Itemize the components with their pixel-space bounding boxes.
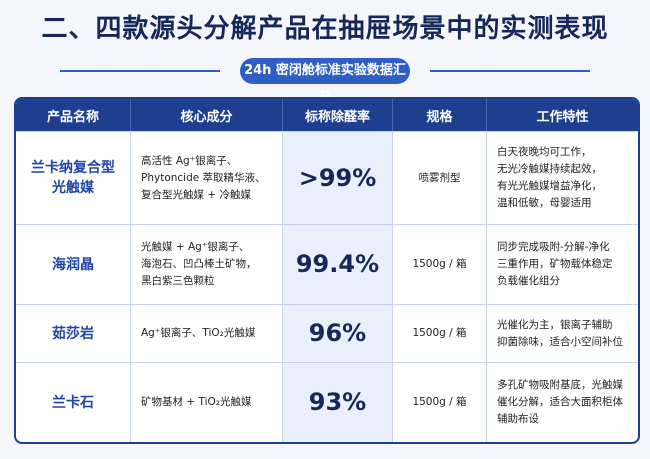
cell-line: 复合型光触媒 + 冷触媒 — [141, 188, 251, 201]
table-row: 海润晶 光触媒 + Ag⁺银离子、 海泡石、凹凸棒土矿物， 黑白紫三色颗粒 99.4% 1… — [16, 224, 638, 304]
cell-line: 光触媒 + Ag⁺银离子、 — [141, 241, 250, 253]
table-cell: 兰卡石 — [16, 362, 130, 442]
table-cell: 1500g / 箱 — [392, 224, 486, 304]
cell-line: 99.4% — [295, 250, 380, 278]
cell-line: 白天夜晚均可工作， — [497, 146, 592, 158]
cell-line: 矿物基材 + TiO₂光触媒 — [141, 396, 252, 408]
column-header: 规格 — [392, 99, 486, 131]
table-cell: 高活性 Ag⁺银离子、 Phytoncide 萃取精华液、 复合型光触媒 + 冷触媒 — [130, 131, 282, 224]
subtitle-bar: 24h 密闭舱标准实验数据汇总 — [40, 58, 610, 104]
table-cell: 白天夜晚均可工作， 无光冷触媒持续起效， 有光光触媒增益净化， 温和低敏，母婴适用 — [486, 131, 638, 224]
cell-line: 黑白紫三色颗粒 — [141, 275, 215, 287]
cell-line: Ag⁺银离子、TiO₂光触媒 — [141, 327, 256, 339]
table-cell: 茹莎岩 — [16, 304, 130, 362]
cell-line: 1500g / 箱 — [412, 258, 467, 270]
table-cell: 光催化为主，银离子辅助 抑菌除味，适合小空间补位 — [486, 304, 638, 362]
cell-line: 兰卡石 — [52, 394, 94, 411]
table-cell: 喷雾剂型 — [392, 131, 486, 224]
table-cell: 96% — [282, 304, 392, 362]
cell-line: 海泡石、凹凸棒土矿物， — [141, 258, 257, 270]
cell-line: >99% — [298, 163, 377, 192]
column-header: 标称除醛率 — [282, 99, 392, 131]
cell-line: 光触媒 — [52, 180, 94, 196]
table-row: 兰卡纳复合型 光触媒 高活性 Ag⁺银离子、 Phytoncide 萃取精华液、 复合型… — [16, 131, 638, 224]
cell-line: 抑菌除味，适合小空间补位 — [497, 335, 623, 348]
cell-line: 负载催化组分 — [497, 275, 560, 287]
table-cell: 多孔矿物吸附基底，光触媒 催化分解，适合大面积柜体 辅助布设 — [486, 362, 638, 442]
cell-line: 1500g / 箱 — [412, 396, 467, 408]
cell-line: 三重作用，矿物载体稳定 — [497, 258, 613, 270]
cell-line: 同步完成吸附-分解-净化 — [497, 241, 610, 253]
cell-line: 96% — [308, 319, 367, 347]
table-cell: 93% — [282, 362, 392, 442]
cell-line: 茹莎岩 — [52, 325, 94, 342]
cell-line: 兰卡纳复合型 — [31, 160, 115, 176]
table-cell: 同步完成吸附-分解-净化 三重作用，矿物载体稳定 负载催化组分 — [486, 224, 638, 304]
table-row: 兰卡石 矿物基材 + TiO₂光触媒 93% 1500g / 箱 多孔矿物吸附基底，光触… — [16, 362, 638, 442]
cell-line: 无光冷触媒持续起效， — [497, 163, 602, 175]
divider — [60, 70, 220, 72]
cell-line: 温和低敏，母婴适用 — [497, 197, 592, 209]
data-table: 产品名称 核心成分 标称除醛率 规格 工作特性 兰卡纳复合型 光触媒 高活性 Ag⁺银离子、 P… — [14, 97, 640, 444]
subtitle: 24h 密闭舱标准实验数据汇总 — [240, 58, 410, 104]
table-cell: 矿物基材 + TiO₂光触媒 — [130, 362, 282, 442]
cell-line: 93% — [308, 388, 367, 416]
cell-line: 1500g / 箱 — [412, 327, 467, 339]
table-cell: 海润晶 — [16, 224, 130, 304]
cell-line: 催化分解，适合大面积柜体 — [497, 396, 623, 408]
cell-line: 光催化为主，银离子辅助 — [497, 318, 613, 331]
column-header: 产品名称 — [16, 99, 130, 131]
cell-line: 高活性 Ag⁺银离子、 — [141, 154, 238, 167]
table-cell: >99% — [282, 131, 392, 224]
column-header: 工作特性 — [486, 99, 638, 131]
divider — [430, 70, 590, 72]
cell-line: 海润晶 — [52, 256, 94, 273]
table-cell: 1500g / 箱 — [392, 362, 486, 442]
column-header: 核心成分 — [130, 99, 282, 131]
cell-line: 喷雾剂型 — [418, 171, 461, 184]
table-cell: 兰卡纳复合型 光触媒 — [16, 131, 130, 224]
table-cell: Ag⁺银离子、TiO₂光触媒 — [130, 304, 282, 362]
table-cell: 1500g / 箱 — [392, 304, 486, 362]
table-cell: 光触媒 + Ag⁺银离子、 海泡石、凹凸棒土矿物， 黑白紫三色颗粒 — [130, 224, 282, 304]
cell-line: Phytoncide 萃取精华液、 — [141, 171, 266, 184]
table-cell: 99.4% — [282, 224, 392, 304]
title: 二、四款源头分解产品在抽屉场景中的实测表现 — [41, 14, 609, 44]
cell-line: 多孔矿物吸附基底，光触媒 — [497, 379, 623, 391]
cell-line: 辅助布设 — [497, 413, 539, 425]
cell-line: 有光光触媒增益净化， — [497, 180, 602, 192]
table-row: 茹莎岩 Ag⁺银离子、TiO₂光触媒 96% 1500g / 箱 光催化为主，银离子辅助… — [16, 304, 638, 362]
